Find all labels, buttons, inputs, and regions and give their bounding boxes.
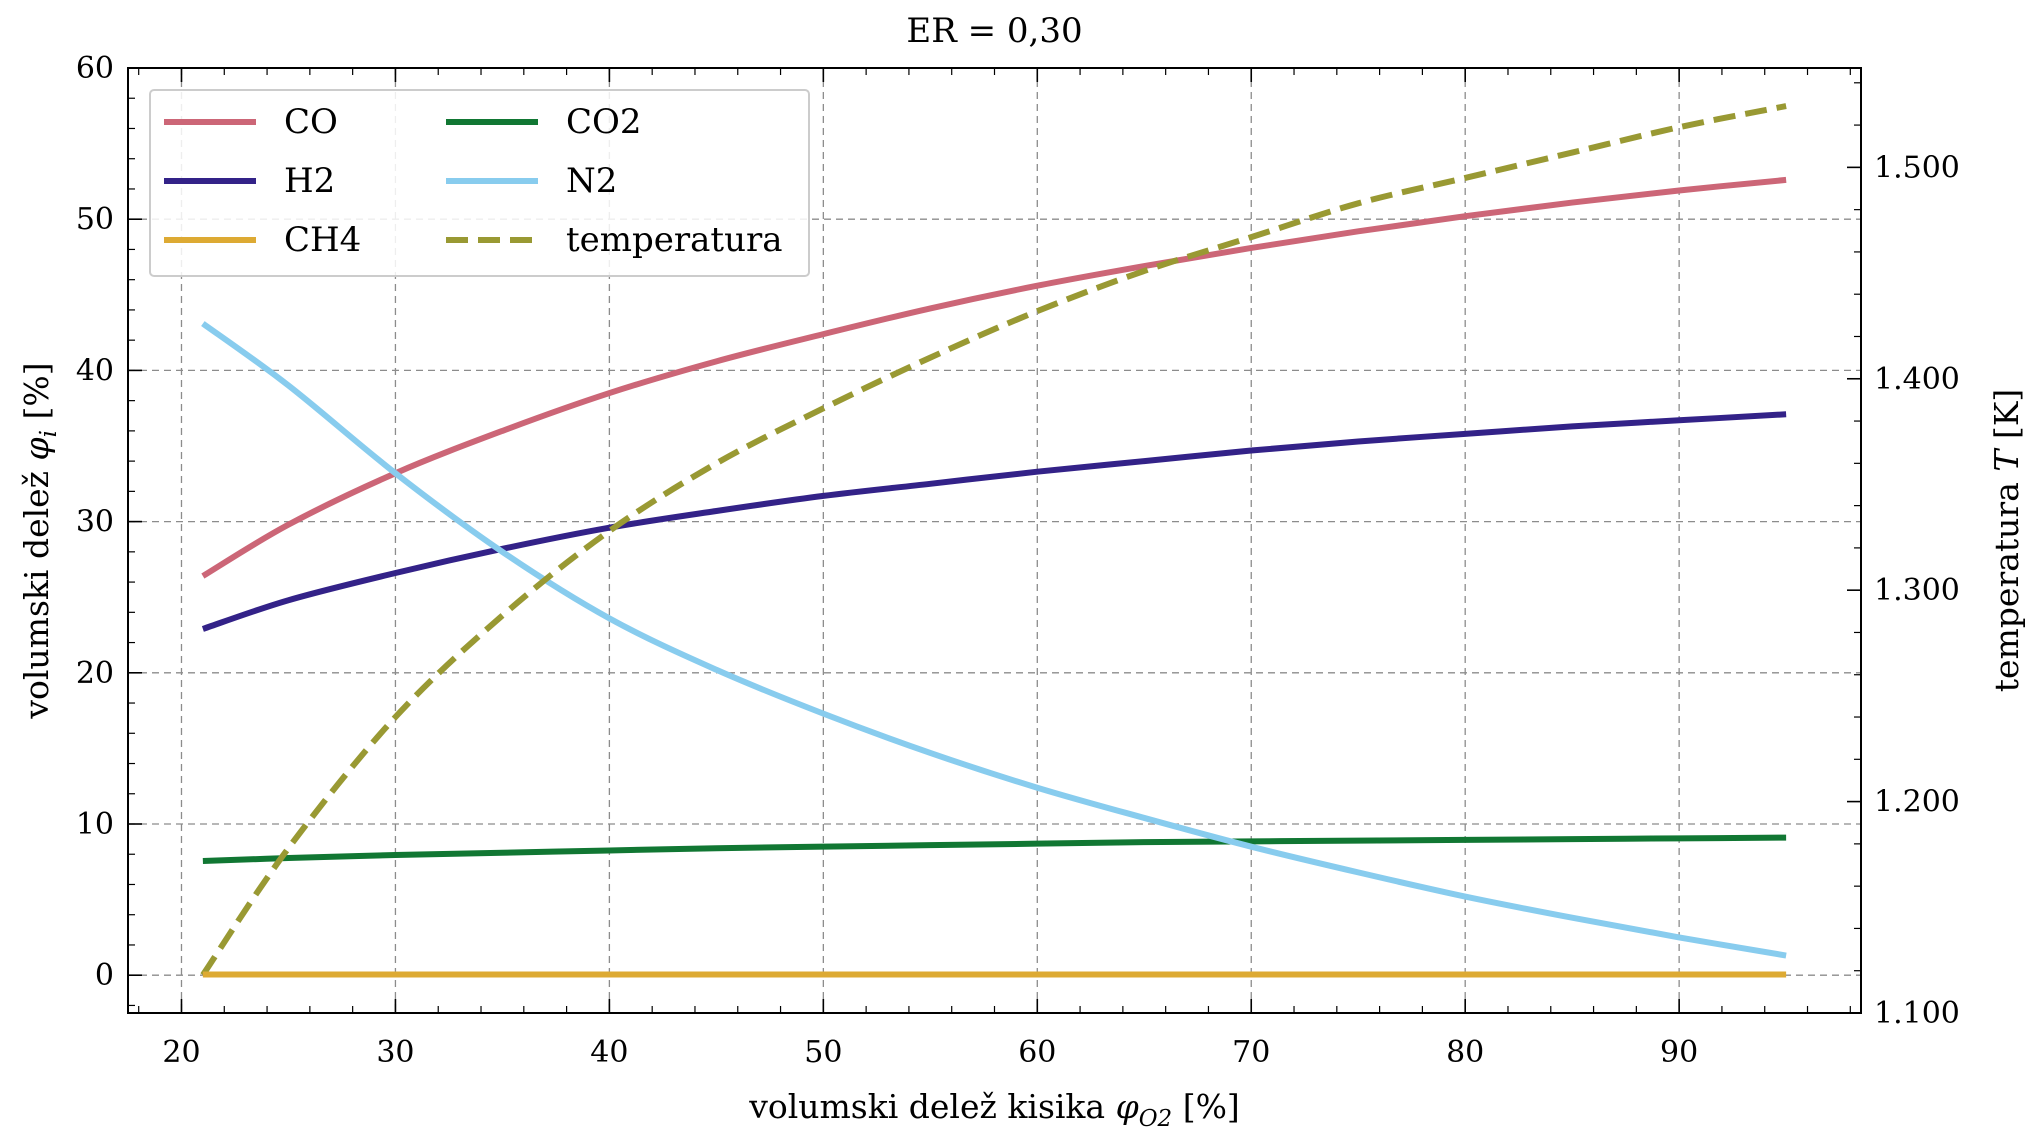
y2-axis-label: temperatura T [K] (1987, 389, 2026, 693)
series-line-n2 (201, 321, 1787, 959)
y-tick-label-3: 30 (76, 505, 114, 540)
y-axis-label: volumski delež φi [%] (17, 362, 62, 719)
x-tick-label-6: 80 (1446, 1035, 1484, 1070)
tick-layer: 20 30 40 50 60 70 80 90 0 10 20 30 40 50 60 1.100 1.200 1… (76, 51, 1960, 1070)
x-tick-label-4: 60 (1018, 1035, 1056, 1070)
legend-label-n2: N2 (566, 161, 617, 201)
series-layer (200, 103, 1787, 978)
y-axis-label-subscript: i (36, 430, 62, 437)
x-axis-label-unit: [%] (1172, 1087, 1240, 1126)
chart-title: ER = 0,30 (906, 11, 1082, 51)
y-axis-label-unit: [%] (17, 362, 56, 430)
y2-tick-label-2: 1.300 (1874, 573, 1960, 608)
legend-label-temperatura: temperatura (566, 220, 783, 260)
y2-axis-label-unit: [K] (1987, 389, 2026, 450)
y-tick-label-1: 10 (76, 807, 114, 842)
x-axis-label: volumski delež kisika φO2 [%] (748, 1087, 1240, 1132)
y-tick-label-5: 50 (76, 202, 114, 237)
y2-tick-label-0: 1.100 (1874, 996, 1960, 1031)
series-line-h2 (201, 411, 1787, 632)
y2-tick-label-4: 1.500 (1874, 150, 1960, 185)
y-tick-label-2: 20 (76, 656, 114, 691)
y-axis-label-symbol: φ (17, 437, 56, 460)
x-tick-label-1: 30 (376, 1035, 414, 1070)
y2-axis-label-symbol: T (1987, 447, 2026, 472)
series-line-co (201, 176, 1787, 579)
x-tick-label-3: 50 (804, 1035, 842, 1070)
x-axis-label-subscript: O2 (1139, 1106, 1173, 1132)
x-axis-label-symbol: φ (1116, 1087, 1139, 1126)
x-tick-label-5: 70 (1232, 1035, 1270, 1070)
x-tick-label-2: 40 (590, 1035, 628, 1070)
y-tick-label-4: 40 (76, 353, 114, 388)
legend-label-co: CO (284, 102, 338, 142)
y-tick-label-0: 0 (95, 958, 114, 993)
x-tick-label-0: 20 (162, 1035, 200, 1070)
y2-tick-label-1: 1.200 (1874, 785, 1960, 820)
y2-tick-label-3: 1.400 (1874, 362, 1960, 397)
series-line-co2 (202, 834, 1787, 865)
y-tick-label-6: 60 (76, 51, 114, 86)
series-line-temperatura (200, 103, 1787, 977)
x-axis-label-text: volumski delež kisika (748, 1087, 1115, 1126)
legend-label-ch4: CH4 (284, 220, 361, 260)
legend: CO H2 CH4 CO2 N2 temperatura (149, 89, 810, 277)
legend-label-h2: H2 (284, 161, 335, 201)
y-axis-label-text: volumski delež (17, 460, 56, 719)
y2-axis-label-text: temperatura (1987, 472, 2026, 693)
legend-label-co2: CO2 (566, 102, 642, 142)
x-tick-label-7: 90 (1660, 1035, 1698, 1070)
